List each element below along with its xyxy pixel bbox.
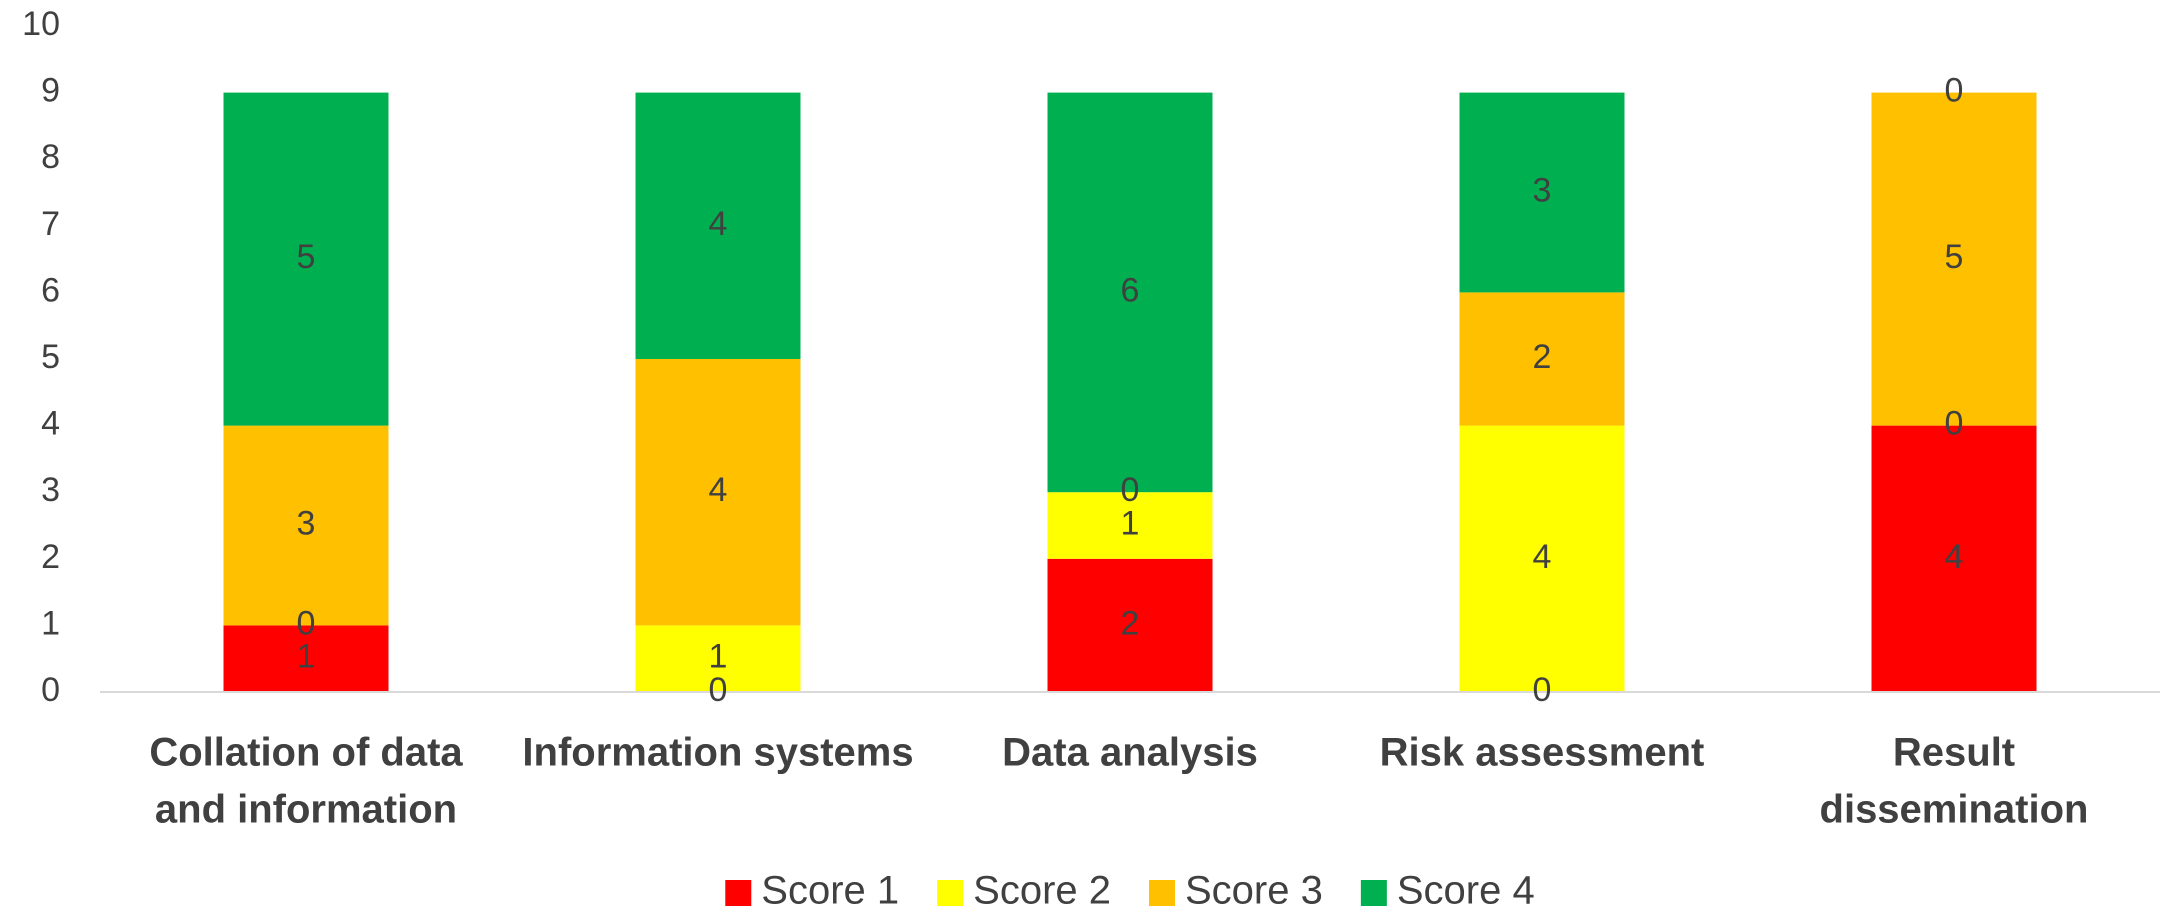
legend-item: Score 1 — [725, 869, 899, 913]
bars — [223, 92, 2037, 692]
legend-item: Score 2 — [937, 869, 1111, 913]
y-tick-label: 3 — [41, 471, 60, 509]
bar-segment — [635, 359, 801, 626]
data-label: 1 — [297, 638, 316, 676]
y-tick-label: 9 — [41, 72, 60, 110]
bar-segment — [1871, 425, 2037, 692]
data-label: 4 — [709, 471, 728, 509]
data-label: 6 — [1121, 271, 1140, 309]
y-tick-label: 2 — [41, 538, 60, 576]
data-label: 2 — [1121, 604, 1140, 642]
legend-item: Score 4 — [1360, 869, 1535, 913]
y-tick-label: 7 — [41, 205, 60, 243]
data-label: 0 — [297, 604, 316, 642]
y-axis: 0 1 2 3 4 5 6 7 8 9 10 — [22, 5, 60, 709]
category-label: Result — [1893, 731, 2015, 775]
legend-label: Score 4 — [1397, 869, 1535, 913]
data-label: 0 — [1533, 671, 1552, 709]
legend: Score 1 Score 2 Score 3 Score 4 — [725, 869, 1535, 913]
data-label: 0 — [1945, 405, 1964, 443]
data-label: 3 — [297, 504, 316, 542]
category-label: and information — [155, 788, 457, 832]
data-label: 4 — [1533, 538, 1552, 576]
data-label: 1 — [709, 638, 728, 676]
bar-segment — [1459, 425, 1625, 692]
legend-label: Score 2 — [973, 869, 1111, 913]
data-label: 2 — [1533, 338, 1552, 376]
category-label: Information systems — [522, 731, 913, 775]
category-label: Risk assessment — [1380, 731, 1705, 775]
bar-segment — [1459, 292, 1625, 426]
bar-segment — [1047, 92, 1213, 493]
legend-swatch — [725, 880, 752, 906]
bar-segment — [223, 92, 389, 426]
legend-swatch — [1149, 880, 1175, 906]
bar-segment — [1459, 92, 1625, 293]
legend-label: Score 1 — [761, 869, 899, 913]
bar-segment — [1047, 558, 1213, 692]
data-label: 1 — [1121, 504, 1140, 542]
data-label: 0 — [1945, 72, 1964, 110]
y-tick-label: 4 — [41, 405, 60, 443]
category-label: Data analysis — [1002, 731, 1258, 775]
legend-item: Score 3 — [1149, 869, 1323, 913]
data-label: 4 — [1945, 538, 1964, 576]
y-tick-label: 8 — [41, 138, 60, 176]
data-label: 4 — [709, 205, 728, 243]
data-label: 5 — [1945, 238, 1964, 276]
data-label: 3 — [1533, 171, 1552, 209]
legend-swatch — [1360, 880, 1387, 906]
category-label: dissemination — [1820, 788, 2089, 832]
bar-segment — [635, 625, 801, 692]
bar-segment — [1871, 92, 2037, 426]
legend-swatch — [937, 880, 964, 906]
x-axis: Collation of data and information Informat… — [149, 731, 2088, 832]
y-tick-label: 0 — [41, 671, 60, 709]
y-tick-label: 10 — [22, 5, 60, 43]
data-label: 0 — [1121, 471, 1140, 509]
legend-label: Score 3 — [1185, 869, 1323, 913]
category-label: Collation of data — [149, 731, 463, 775]
bar-segment — [223, 625, 389, 692]
data-label: 5 — [297, 238, 316, 276]
bar-segment — [635, 92, 801, 359]
bar-segment — [1047, 492, 1213, 559]
y-tick-label: 5 — [41, 338, 60, 376]
bar-segment — [223, 425, 389, 626]
y-tick-label: 1 — [41, 604, 60, 642]
y-tick-label: 6 — [41, 271, 60, 309]
data-label: 0 — [709, 671, 728, 709]
